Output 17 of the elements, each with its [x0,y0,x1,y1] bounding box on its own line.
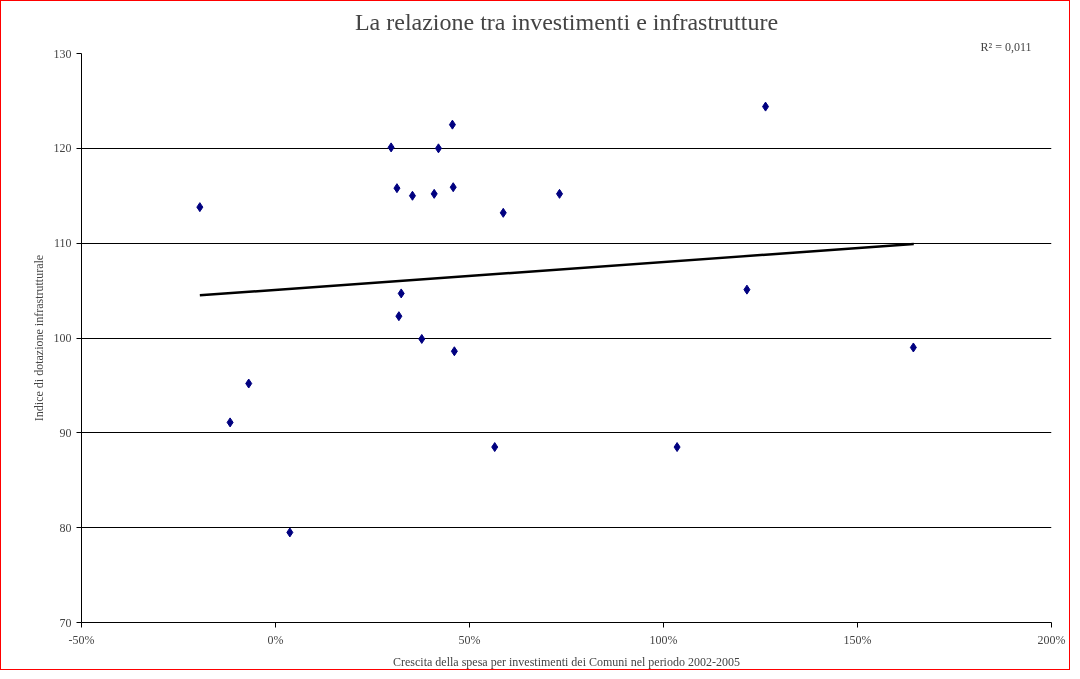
text: R² = 0,011 [980,39,1032,54]
y-tick-label: 80 [59,520,72,535]
x-axis-title: Crescita della spesa per investimenti dei Comuni nel periodo 2002-2005 [393,654,740,669]
x-tick-label: 100% [649,632,678,647]
y-axis-title: Indice di dotazione infrastrutturale [31,254,46,422]
y-tick-label: 90 [59,425,72,440]
x-tick-label: -50% [68,632,95,647]
y-tick-label: 100 [53,331,72,345]
x-tick-label: 0% [267,632,284,647]
y-tick-label: 130 [53,46,72,61]
x-tick-label: 200% [1037,632,1066,647]
chart-title: La relazione tra investimenti e infrastrutture [354,8,779,35]
y-tick-label: 120 [53,141,72,156]
x-tick-label: 150% [843,632,872,647]
y-tick-label: 70 [59,615,72,630]
x-tick-label: 50% [458,632,481,647]
y-tick-label: 110 [53,236,72,251]
